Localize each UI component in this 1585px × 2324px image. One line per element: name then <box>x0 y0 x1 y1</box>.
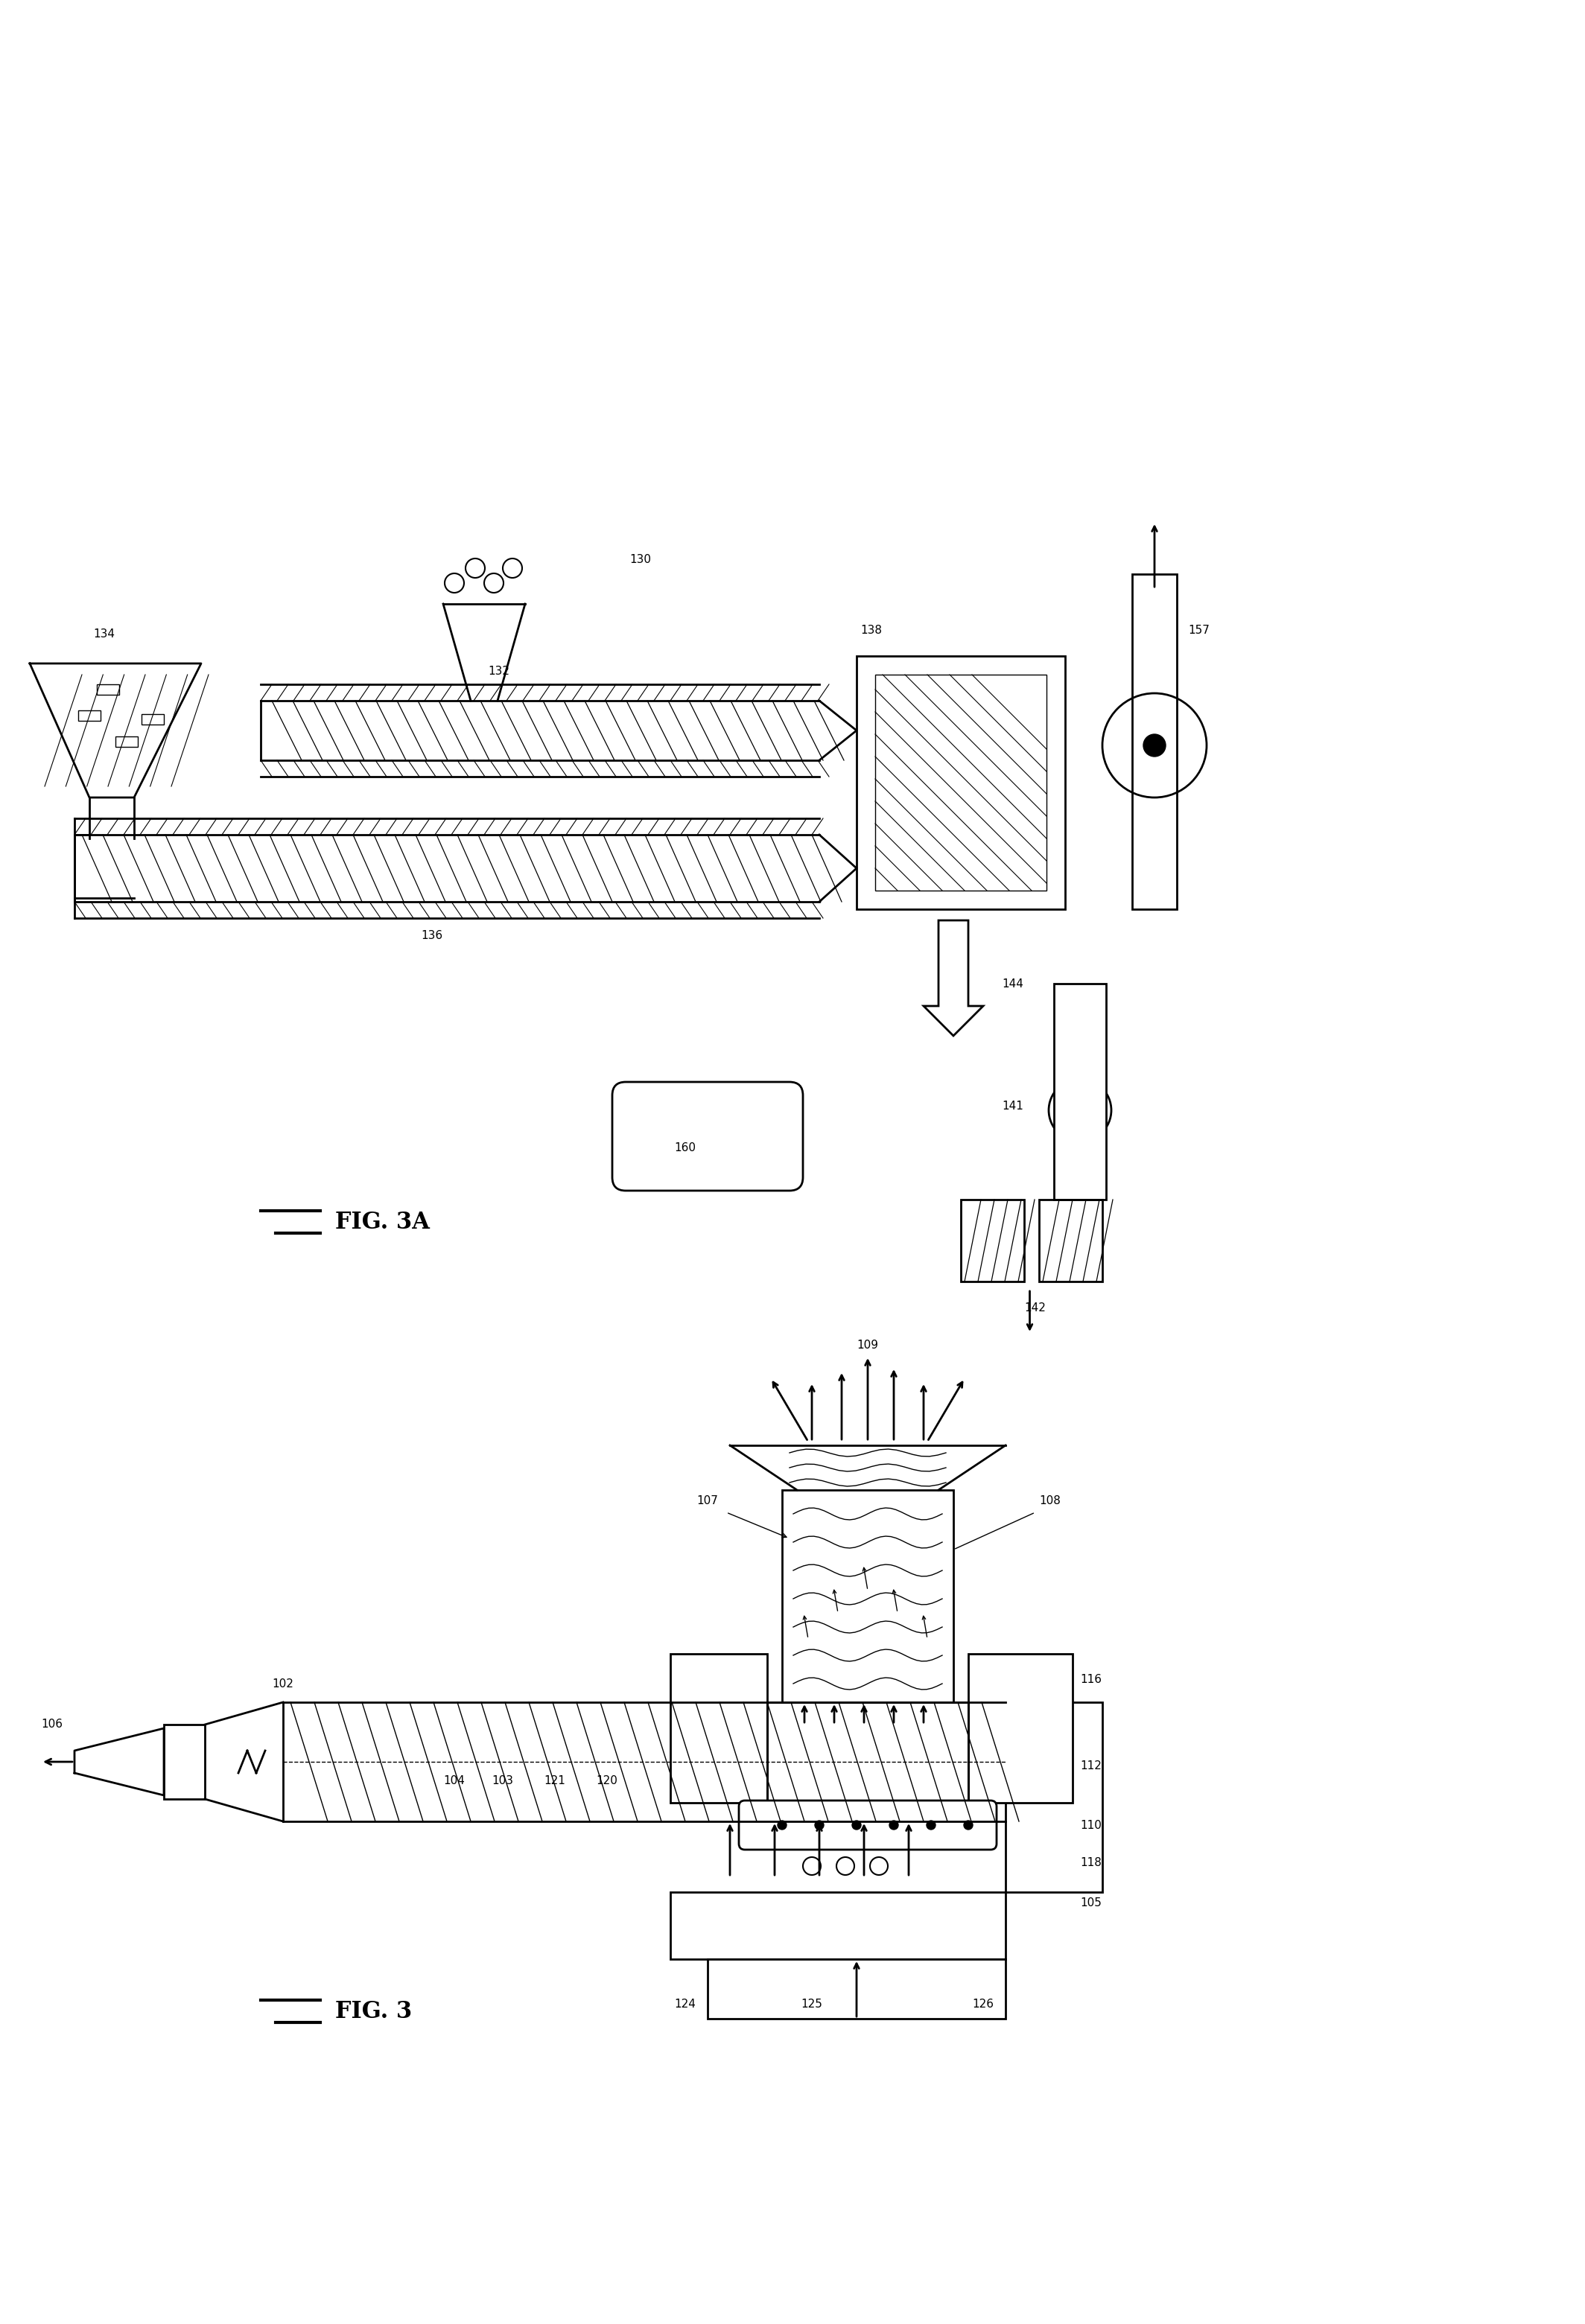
Text: 105: 105 <box>1081 1899 1102 1908</box>
Text: 125: 125 <box>800 1999 823 2010</box>
Bar <box>1054 983 1106 1199</box>
Text: 107: 107 <box>697 1497 718 1506</box>
Text: 160: 160 <box>675 1141 696 1153</box>
Bar <box>1132 574 1176 909</box>
Text: 132: 132 <box>488 665 510 676</box>
Circle shape <box>778 1820 786 1829</box>
Text: 104: 104 <box>444 1776 464 1787</box>
Text: 141: 141 <box>1002 1102 1024 1113</box>
Text: 108: 108 <box>1040 1497 1060 1506</box>
Bar <box>856 655 1065 909</box>
Circle shape <box>927 1820 935 1829</box>
Bar <box>767 1701 968 1841</box>
Polygon shape <box>924 920 983 1037</box>
FancyBboxPatch shape <box>739 1801 997 1850</box>
Text: 126: 126 <box>972 1999 994 2010</box>
Text: 120: 120 <box>596 1776 618 1787</box>
Circle shape <box>1071 1102 1089 1120</box>
Circle shape <box>964 1820 973 1829</box>
Circle shape <box>815 1820 824 1829</box>
Text: 109: 109 <box>857 1339 878 1350</box>
Text: 106: 106 <box>41 1720 63 1729</box>
Text: 138: 138 <box>861 625 883 634</box>
Text: FIG. 3: FIG. 3 <box>334 1999 412 2022</box>
Circle shape <box>889 1820 899 1829</box>
Text: 116: 116 <box>1081 1673 1102 1685</box>
Text: 144: 144 <box>1002 978 1024 990</box>
Text: 118: 118 <box>1081 1857 1102 1868</box>
Text: 102: 102 <box>273 1678 293 1690</box>
Text: 103: 103 <box>491 1776 514 1787</box>
Text: 124: 124 <box>675 1999 696 2010</box>
Text: 130: 130 <box>629 553 651 565</box>
Bar <box>1040 1199 1102 1281</box>
Text: 112: 112 <box>1081 1759 1102 1771</box>
Text: 157: 157 <box>1189 625 1209 634</box>
FancyBboxPatch shape <box>612 1083 804 1190</box>
Text: 136: 136 <box>422 930 442 941</box>
Text: 134: 134 <box>94 627 116 639</box>
Text: FIG. 3A: FIG. 3A <box>334 1211 430 1234</box>
Bar <box>781 1490 954 1701</box>
Bar <box>707 1959 1005 2020</box>
Text: 121: 121 <box>544 1776 566 1787</box>
Text: 142: 142 <box>1024 1301 1046 1313</box>
Text: 110: 110 <box>1081 1820 1102 1831</box>
Bar <box>875 674 1046 890</box>
Bar <box>1005 1701 1102 1892</box>
Circle shape <box>1143 734 1165 758</box>
Bar <box>163 1724 204 1799</box>
Bar <box>961 1199 1024 1281</box>
Circle shape <box>853 1820 861 1829</box>
Bar <box>670 1655 767 1803</box>
Bar <box>968 1655 1073 1803</box>
Bar <box>670 1892 1005 1959</box>
